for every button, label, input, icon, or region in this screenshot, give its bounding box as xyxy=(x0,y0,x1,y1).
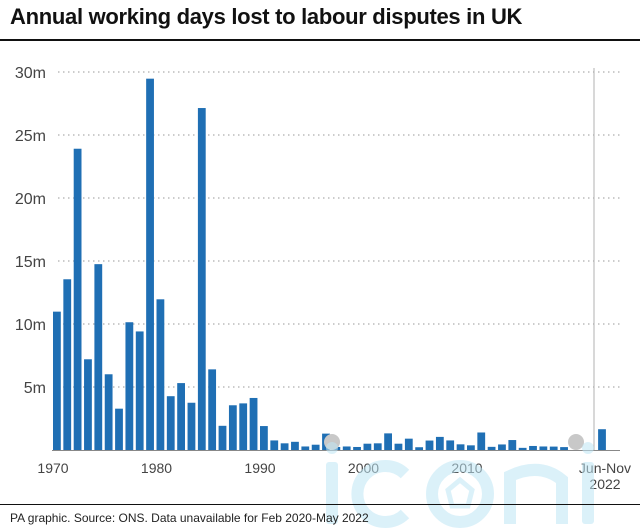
y-tick-label: 15m xyxy=(15,254,46,271)
bar xyxy=(598,429,606,450)
bar xyxy=(239,403,248,450)
bar xyxy=(508,440,517,450)
bar xyxy=(487,446,496,450)
bar xyxy=(187,402,196,450)
bar xyxy=(301,446,310,450)
bar xyxy=(146,78,154,450)
bar xyxy=(498,444,506,450)
bar xyxy=(125,322,134,450)
bar xyxy=(228,405,237,450)
x-tick-label: 1990 xyxy=(244,460,275,476)
x-tick-label: 1970 xyxy=(37,460,68,476)
bar xyxy=(73,148,82,450)
bar xyxy=(549,446,558,450)
bar xyxy=(177,383,185,450)
bar xyxy=(363,443,372,450)
footer-divider xyxy=(0,504,640,505)
bar xyxy=(218,425,227,450)
chart-title: Annual working days lost to labour dispu… xyxy=(10,4,523,29)
bar xyxy=(197,108,206,450)
bar xyxy=(404,438,413,450)
bar xyxy=(249,397,258,450)
bar xyxy=(94,264,103,450)
bar xyxy=(435,436,444,450)
bar xyxy=(166,396,175,450)
y-tick-label: 25m xyxy=(15,128,46,145)
bar xyxy=(280,443,289,450)
bar xyxy=(384,433,392,450)
bar xyxy=(394,443,403,450)
bar xyxy=(467,445,475,450)
bar xyxy=(560,447,568,450)
bar xyxy=(135,331,144,450)
title-divider xyxy=(0,39,640,41)
y-tick-label: 5m xyxy=(24,380,46,397)
bar xyxy=(477,432,486,450)
y-tick-label: 20m xyxy=(15,191,46,208)
y-tick-label: 10m xyxy=(15,317,46,334)
bar xyxy=(425,440,434,450)
x-tick-label-final-line2: 2022 xyxy=(589,476,620,492)
bar xyxy=(208,369,217,450)
bar xyxy=(539,446,548,450)
bar xyxy=(104,374,113,450)
source-note: PA graphic. Source: ONS. Data unavailabl… xyxy=(10,511,369,525)
bar xyxy=(270,440,279,450)
bar xyxy=(156,299,165,450)
bar xyxy=(518,447,527,450)
bar xyxy=(529,445,537,450)
bar xyxy=(373,443,382,450)
bar xyxy=(353,446,361,450)
bar xyxy=(456,444,465,450)
watermark-logo xyxy=(326,442,594,528)
y-tick-label: 30m xyxy=(15,65,46,82)
bar xyxy=(260,426,268,450)
bar xyxy=(53,311,61,450)
bar xyxy=(115,408,123,450)
bar xyxy=(63,279,72,450)
marker-dot xyxy=(568,434,584,450)
x-tick-label: 1980 xyxy=(141,460,172,476)
bar xyxy=(311,444,320,450)
bar xyxy=(415,447,424,450)
bar xyxy=(84,359,92,450)
bar xyxy=(342,446,351,450)
bar xyxy=(446,440,455,450)
bar xyxy=(291,441,299,450)
